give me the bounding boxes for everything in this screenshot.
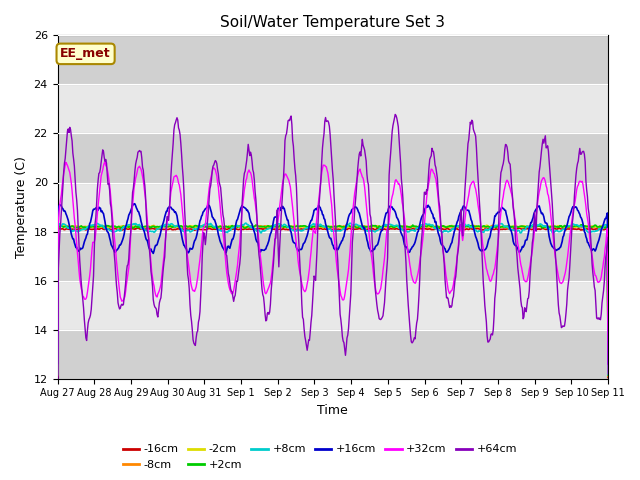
Bar [58,330,608,379]
Legend: -16cm, -8cm, -2cm, +2cm, +8cm, +16cm, +32cm, +64cm: -16cm, -8cm, -2cm, +2cm, +8cm, +16cm, +3… [118,440,522,474]
Bar [58,231,608,281]
Bar [58,133,608,182]
Text: EE_met: EE_met [60,48,111,60]
Y-axis label: Temperature (C): Temperature (C) [15,156,28,258]
Bar [58,36,608,84]
Title: Soil/Water Temperature Set 3: Soil/Water Temperature Set 3 [220,15,445,30]
X-axis label: Time: Time [317,404,348,417]
